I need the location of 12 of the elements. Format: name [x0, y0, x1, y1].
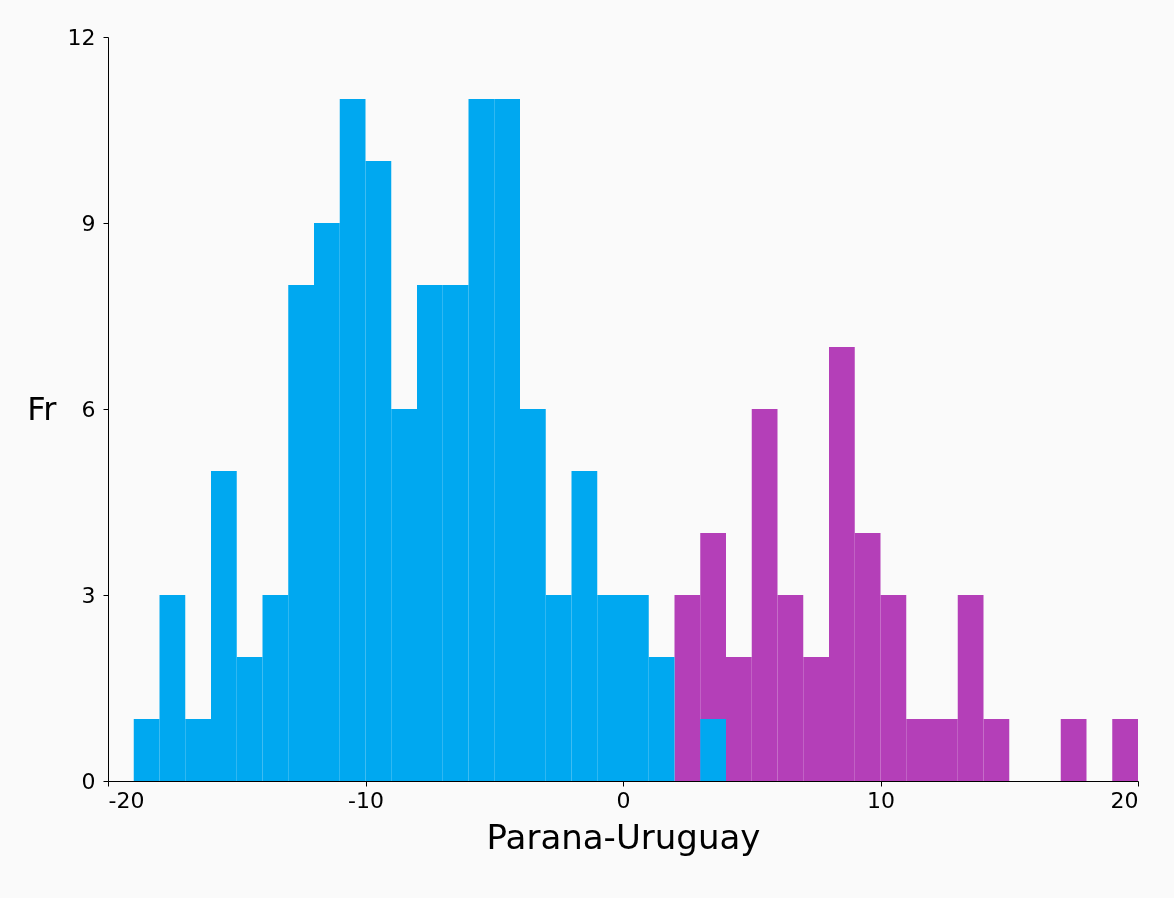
y-tick-label: 9: [81, 210, 96, 236]
y-tick-label: 12: [67, 24, 96, 50]
y-tick-label: 6: [81, 396, 96, 422]
x-tick-label: -10: [348, 787, 384, 813]
x-tick-label: 10: [867, 787, 895, 813]
x-axis-title: Parana-Uruguay: [486, 816, 761, 857]
y-tick-label: 0: [81, 768, 96, 794]
x-tick-label: -20: [108, 787, 145, 813]
x-tick-label: 20: [1110, 787, 1139, 813]
y-axis-title: Fr: [27, 389, 58, 428]
y-tick-label: 3: [81, 582, 96, 608]
x-tick-label: 0: [616, 787, 631, 813]
